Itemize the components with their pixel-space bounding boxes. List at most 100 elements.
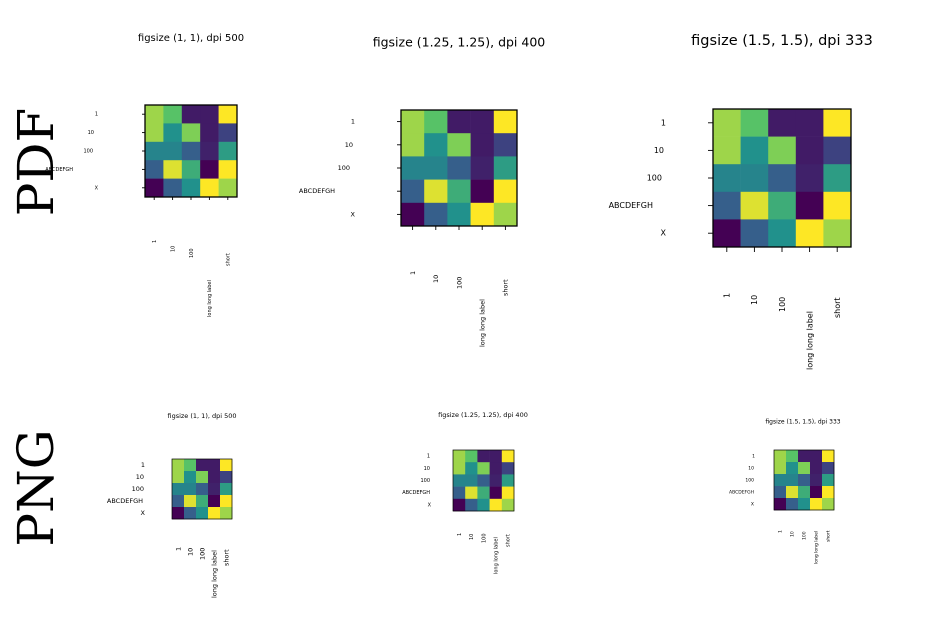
y-tick-label: 100 (338, 164, 350, 172)
heatmap-cell (172, 459, 185, 472)
heatmap-cell (181, 123, 201, 143)
heatmap-cell (713, 219, 741, 248)
x-tick-label: 10 (750, 295, 759, 305)
heatmap-cell (220, 459, 233, 472)
y-tick-label: ABCDEFGH (107, 497, 143, 505)
x-tick-label: 100 (455, 277, 463, 289)
y-tick-label: 100 (647, 174, 662, 183)
x-tick-label: short (506, 534, 512, 547)
heatmap-cell (145, 123, 164, 143)
heatmap-cell (401, 110, 425, 134)
heatmap-cell (786, 462, 799, 475)
y-tick-label: 100 (745, 478, 754, 484)
x-tick-label: long long label (814, 531, 820, 564)
heatmap-cell (181, 105, 201, 124)
heatmap-cell (740, 191, 769, 220)
heatmap-cell (181, 178, 201, 198)
heatmap-cell (145, 178, 164, 198)
heatmap-cell (786, 450, 799, 463)
y-tick-label: 10 (345, 141, 353, 149)
heatmap-cell (172, 471, 185, 484)
row-label-pdf: PDF (7, 108, 65, 216)
heatmap-cell (447, 110, 471, 134)
heatmap-cell (453, 498, 466, 512)
x-tick-label: 1 (409, 271, 417, 275)
heatmap-cell (145, 141, 164, 161)
y-tick-label: ABCDEFGH (609, 201, 653, 210)
heatmap-cell (768, 164, 797, 193)
heatmap-cell (447, 133, 471, 157)
row-label-png: PNG (7, 429, 65, 546)
heatmap-cell (768, 219, 797, 248)
x-tick-label: 10 (170, 246, 176, 252)
heatmap-cell (208, 471, 221, 484)
panel-title: figsize (1.5, 1.5), dpi 333 (691, 33, 873, 49)
heatmap-cell (184, 495, 197, 508)
heatmap-cell (208, 483, 221, 496)
heatmap-cell (453, 462, 466, 475)
heatmap-cell (220, 471, 233, 484)
heatmap-cell (465, 486, 478, 500)
heatmap-cell (493, 179, 518, 204)
heatmap-cell (447, 202, 471, 227)
heatmap-cell (163, 123, 183, 143)
heatmap-panel-6: figsize (1.5, 1.5), dpi 333 1 10 100 ABCDEFG… (729, 419, 841, 565)
heatmap-cell (184, 471, 197, 484)
heatmap-cell (823, 164, 852, 193)
x-tick-label: short (833, 297, 842, 318)
heatmap-cell (447, 156, 471, 180)
heatmap-cell (489, 474, 503, 487)
heatmap-panel-3: figsize (1.5, 1.5), dpi 333 1 10 100 ABCDEFG… (609, 33, 873, 370)
y-tick-label: ABCDEFGH (402, 490, 430, 496)
x-tick-label: short (502, 279, 510, 296)
axes-frame (773, 449, 835, 511)
heatmap-cell (424, 133, 448, 157)
heatmap-cell (145, 160, 164, 179)
heatmap-cell (795, 191, 824, 220)
heatmap-cell (768, 109, 797, 137)
heatmap-cell (172, 483, 185, 496)
heatmap-cell (774, 486, 787, 499)
x-tick-label: 100 (198, 548, 206, 560)
heatmap-cell (470, 110, 495, 134)
heatmap-cell (823, 219, 852, 248)
heatmap-cell (501, 462, 515, 475)
y-tick-label: ABCDEFGH (729, 490, 754, 496)
x-tick-label: 100 (778, 297, 787, 312)
x-tick-label: short (222, 549, 230, 566)
y-tick-label: 1 (752, 454, 755, 460)
heatmap-cell (713, 164, 741, 193)
heatmap-cell (196, 459, 209, 472)
y-tick-label: X (95, 185, 99, 191)
heatmap-cell (208, 507, 221, 520)
heatmap-cell (713, 136, 741, 165)
heatmap-cell (501, 486, 515, 500)
x-tick-label: long long label (478, 299, 486, 347)
y-tick-label: X (428, 502, 432, 508)
heatmap-cell (493, 133, 518, 157)
heatmap-cell (810, 498, 823, 511)
heatmap-cell (740, 136, 769, 165)
heatmap-cell (477, 498, 490, 512)
heatmap-cell (218, 105, 238, 124)
heatmap-cell (208, 495, 221, 508)
heatmap-cell (470, 133, 495, 157)
x-tick-label: 10 (186, 548, 194, 556)
heatmap-cell (477, 450, 490, 463)
y-tick-label: 10 (748, 466, 754, 472)
y-tick-label: X (661, 229, 667, 238)
heatmap-cell (200, 160, 219, 179)
heatmap-cell (200, 123, 219, 143)
heatmap-cell (200, 178, 219, 198)
x-tick-label: 100 (189, 248, 195, 258)
heatmap-cell (740, 219, 769, 248)
heatmap-cell (163, 178, 183, 198)
panel-title: figsize (1.25, 1.25), dpi 400 (373, 35, 546, 50)
heatmap-cell (768, 136, 797, 165)
heatmap-cell (184, 459, 197, 472)
panel-title: figsize (1, 1), dpi 500 (167, 412, 236, 420)
heatmap-cell (823, 136, 852, 165)
